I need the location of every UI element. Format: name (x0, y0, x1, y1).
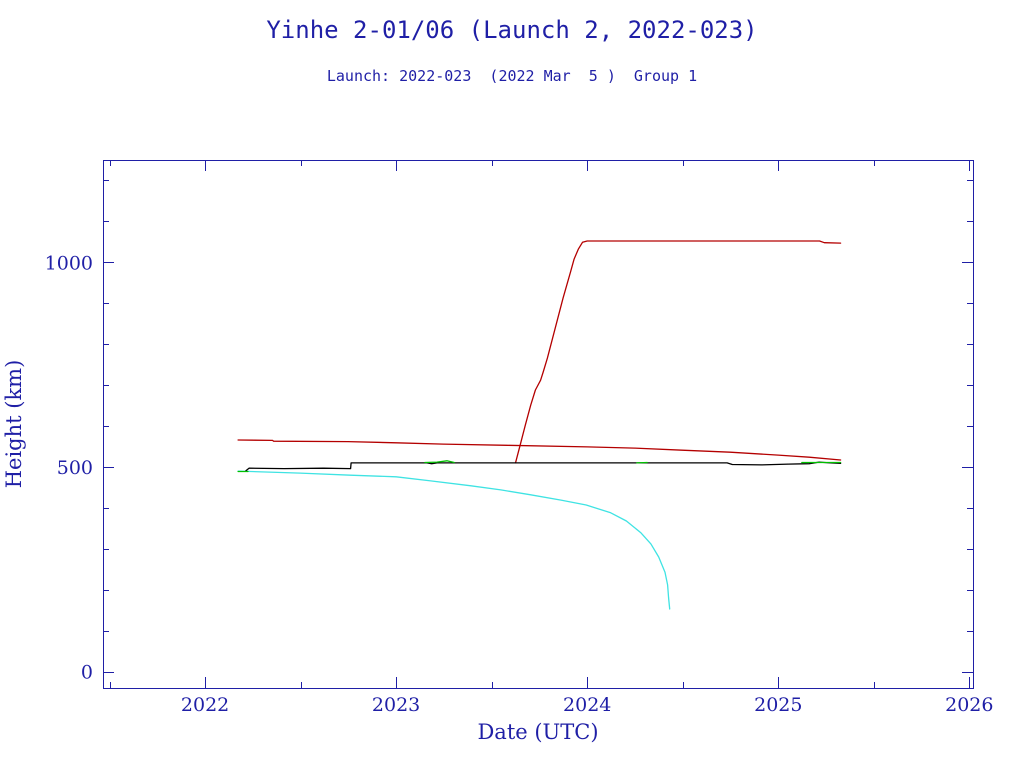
x-tick-label: 2022 (181, 694, 229, 716)
chart-subtitle: Launch: 2022-023 (2022 Mar 5 ) Group 1 (327, 67, 697, 85)
x-tick-label: 2024 (563, 694, 611, 716)
y-tick-label: 0 (81, 662, 93, 684)
series-line-2 (514, 240, 842, 464)
series-line-4 (245, 461, 842, 472)
series-line-1 (237, 439, 842, 461)
y-tick-label: 500 (57, 457, 93, 479)
plot-frame (103, 160, 974, 689)
x-tick-label: 2023 (372, 694, 420, 716)
series-group (237, 240, 842, 610)
series-line-5 (237, 460, 842, 473)
y-tick-label: 1000 (45, 252, 93, 274)
series-line-3 (237, 470, 671, 610)
x-axis-label: Date (UTC) (477, 720, 598, 744)
y-axis-label: Height (km) (2, 360, 26, 489)
x-tick-label: 2025 (754, 694, 802, 716)
x-tick-label: 2026 (945, 694, 993, 716)
axis-ticks (103, 160, 973, 688)
chart-title: Yinhe 2-01/06 (Launch 2, 2022-023) (266, 16, 757, 44)
axis-tick-labels: 2022 2023 2024 2025 2026 0 500 1000 (45, 252, 994, 716)
